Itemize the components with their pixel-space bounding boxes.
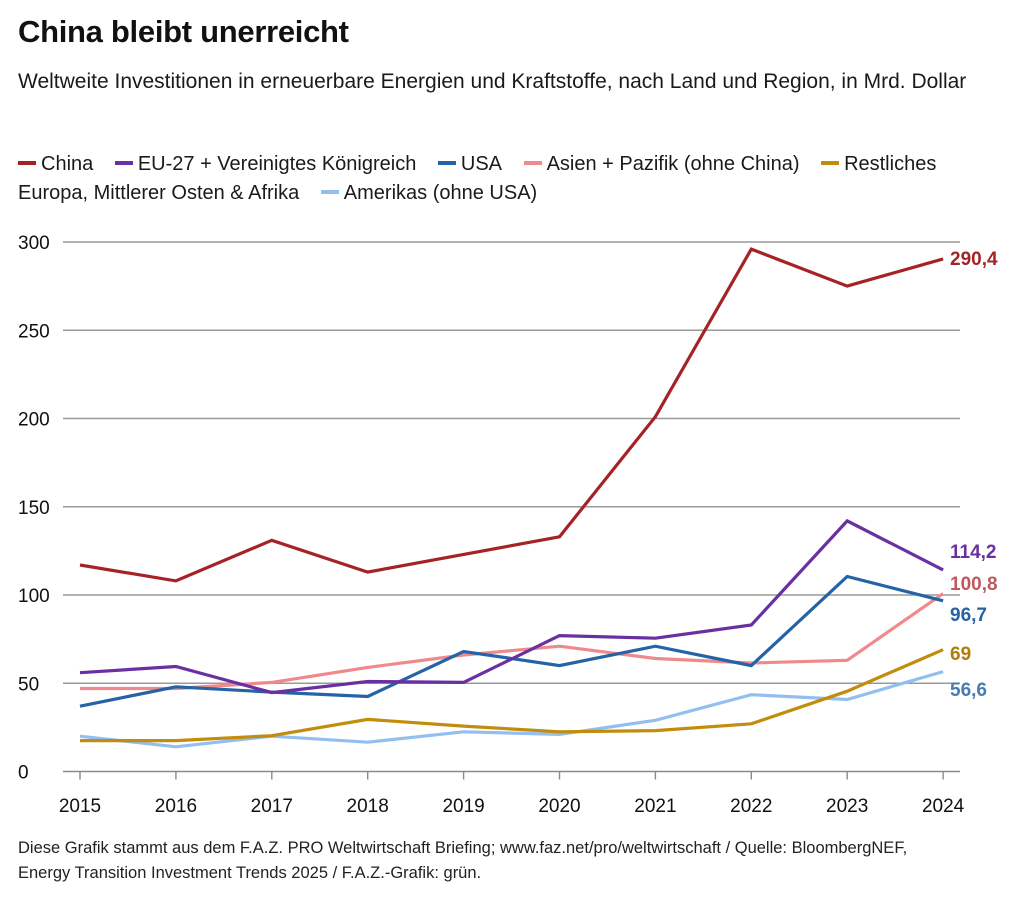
x-tick-label: 2021 [634,796,676,817]
legend-swatch-rest-emea [821,160,840,165]
legend-label: USA [460,153,503,175]
gridlines [63,241,960,773]
end-value-label: 100,8 [950,574,998,595]
legend-label: Restliches Europa, Mittlerer Osten & Afr… [18,153,937,204]
x-tick-label: 2023 [826,796,868,817]
x-tick-label: 2024 [922,796,965,817]
legend-swatch-americas [320,189,339,194]
x-tick-label: 2017 [251,796,293,817]
x-axis: 2015 2016 2017 2018 2019 2020 2021 2022 2023 2024 [59,771,965,817]
y-tick-label: 50 [18,674,39,695]
y-axis: 0 50 100 150 200 250 300 [18,233,50,784]
legend-label: China [41,153,94,175]
series-line-asien-pazifik-ohne-china [80,592,945,691]
x-tick-label: 2020 [538,796,580,817]
x-tick-label: 2022 [730,796,772,817]
source-line-1: Diese Grafik stammt aus dem F.A.Z. PRO W… [18,839,908,857]
end-value-label: 56,6 [950,680,987,701]
chart-title: China bleibt unerreicht [18,14,349,49]
y-tick-label: 200 [18,410,50,431]
y-tick-label: 0 [18,763,29,784]
legend-swatch-china [18,160,36,165]
x-tick-label: 2019 [442,796,484,817]
legend-label: Asien + Pazifik (ohne China) [546,153,800,175]
y-tick-label: 300 [18,233,50,254]
legend-item-rest-emea: Restliches Europa, Mittlerer Osten & Afr… [18,153,936,204]
source-line-2: Energy Transition Investment Trends 2025… [18,864,482,882]
end-value-label: 96,7 [950,605,987,626]
end-value-label: 290,4 [950,249,998,270]
legend-item-asia-pacific: Asien + Pazifik (ohne China) [523,153,800,175]
series-line-eu-27-vereinigtes-k-nigreich [79,518,944,695]
legend-swatch-asia-pacific [523,160,542,165]
y-tick-label: 250 [18,321,50,342]
series-line-china [79,247,944,583]
legend-item-china: China [18,153,93,175]
series-lines [79,247,945,749]
legend-swatch-eu [114,160,133,165]
legend-label: Amerikas (ohne USA) [343,182,538,204]
end-value-label: 69 [950,644,971,665]
series-line-amerikas-ohne-usa [79,670,944,749]
legend: China EU-27 + Vereinigtes Königreich USA… [18,150,1008,208]
x-tick-label: 2018 [347,796,389,817]
x-tick-label: 2015 [59,796,101,817]
legend-item-eu: EU-27 + Vereinigtes Königreich [114,153,417,175]
legend-item-usa: USA [437,153,503,175]
legend-item-americas: Amerikas (ohne USA) [320,182,538,204]
legend-swatch-usa [437,160,456,165]
source-note: Diese Grafik stammt aus dem F.A.Z. PRO W… [18,836,1008,886]
legend-label: EU-27 + Vereinigtes Königreich [137,153,417,175]
chart-subtitle: Weltweite Investitionen in erneuerbare E… [18,70,967,93]
end-labels: 290,4 114,2 96,7 100,8 69 56,6 [950,249,998,701]
end-value-label: 114,2 [950,542,997,563]
series-line-restliches-europa-mittlerer-osten-afrika [80,648,944,743]
y-tick-label: 100 [18,586,50,607]
y-tick-label: 150 [18,498,50,519]
x-tick-label: 2016 [155,796,197,817]
